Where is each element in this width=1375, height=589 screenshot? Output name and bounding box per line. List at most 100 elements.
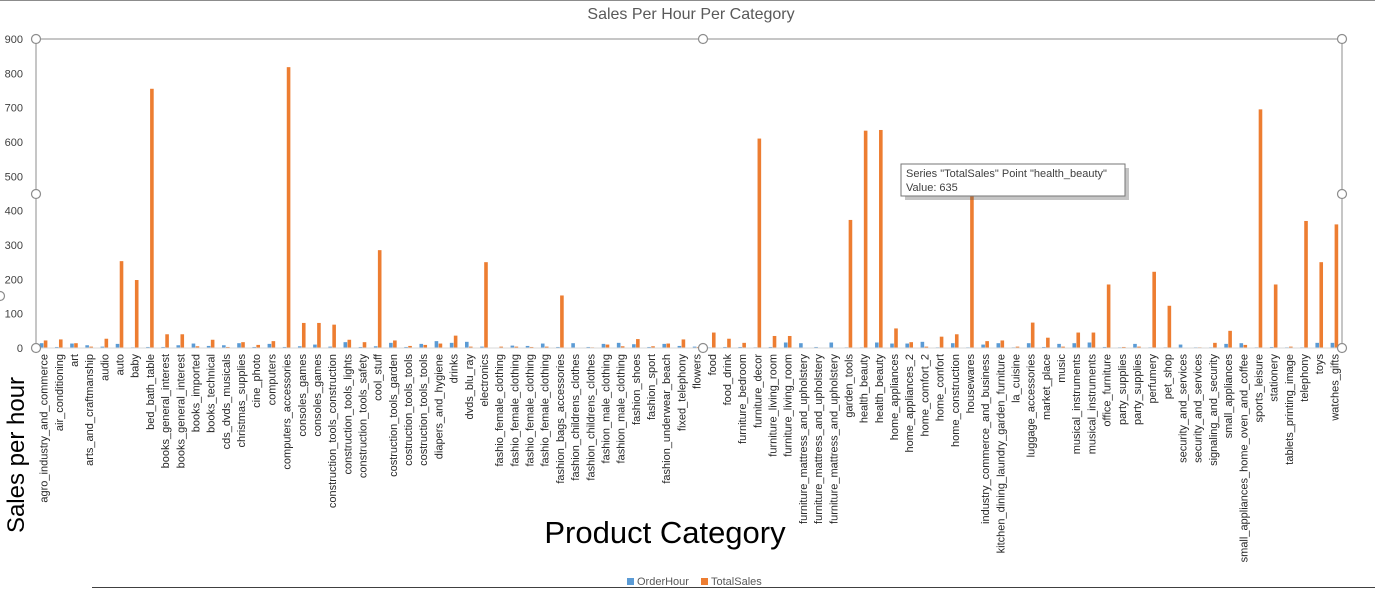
- bar-orderhour[interactable]: [768, 346, 773, 348]
- bar-orderhour[interactable]: [692, 346, 697, 348]
- bar-totalsales[interactable]: [787, 335, 792, 348]
- bar-orderhour[interactable]: [389, 342, 393, 348]
- bar-orderhour[interactable]: [829, 342, 834, 348]
- bar-totalsales[interactable]: [651, 346, 655, 348]
- bar-orderhour[interactable]: [890, 343, 894, 348]
- bar-totalsales[interactable]: [347, 339, 352, 348]
- bar-orderhour[interactable]: [738, 346, 742, 348]
- bar-orderhour[interactable]: [358, 346, 363, 348]
- bar-totalsales[interactable]: [1106, 284, 1111, 348]
- bar-totalsales[interactable]: [909, 342, 913, 348]
- bar-totalsales[interactable]: [1319, 262, 1324, 348]
- bar-totalsales[interactable]: [408, 345, 412, 348]
- bar-totalsales[interactable]: [256, 344, 260, 348]
- bar-totalsales[interactable]: [150, 88, 154, 348]
- resize-handle[interactable]: [1336, 342, 1348, 354]
- bar-orderhour[interactable]: [677, 345, 682, 348]
- bar-orderhour[interactable]: [920, 341, 925, 348]
- bar-totalsales[interactable]: [1213, 342, 1217, 348]
- bar-orderhour[interactable]: [875, 342, 879, 348]
- bar-orderhour[interactable]: [115, 343, 120, 348]
- bar-orderhour[interactable]: [814, 346, 818, 348]
- bar-totalsales[interactable]: [1152, 271, 1156, 348]
- bar-orderhour[interactable]: [313, 344, 317, 348]
- bar-orderhour[interactable]: [556, 346, 560, 348]
- bar-totalsales[interactable]: [377, 250, 382, 348]
- bar-totalsales[interactable]: [226, 346, 230, 348]
- bar-orderhour[interactable]: [510, 345, 515, 348]
- bar-orderhour[interactable]: [267, 343, 272, 348]
- bar-orderhour[interactable]: [1224, 343, 1228, 348]
- bar-totalsales[interactable]: [1015, 346, 1020, 348]
- resize-handle[interactable]: [697, 33, 709, 45]
- bar-orderhour[interactable]: [1026, 343, 1031, 348]
- bar-totalsales[interactable]: [1000, 340, 1005, 348]
- bar-orderhour[interactable]: [100, 346, 105, 348]
- bar-totalsales[interactable]: [1167, 305, 1172, 348]
- bar-totalsales[interactable]: [195, 346, 200, 348]
- bar-orderhour[interactable]: [525, 345, 530, 348]
- bar-orderhour[interactable]: [328, 346, 332, 348]
- bar-totalsales[interactable]: [499, 346, 503, 348]
- bar-orderhour[interactable]: [981, 344, 985, 348]
- bar-orderhour[interactable]: [1042, 346, 1046, 348]
- bar-totalsales[interactable]: [1076, 332, 1081, 348]
- bar-totalsales[interactable]: [1304, 220, 1308, 348]
- bar-orderhour[interactable]: [206, 345, 211, 348]
- bar-totalsales[interactable]: [1030, 322, 1035, 348]
- bar-totalsales[interactable]: [1258, 109, 1263, 348]
- bar-totalsales[interactable]: [894, 328, 898, 348]
- bar-orderhour[interactable]: [996, 343, 1001, 348]
- bar-totalsales[interactable]: [180, 334, 185, 348]
- bar-totalsales[interactable]: [423, 344, 428, 348]
- bar-totalsales[interactable]: [1289, 346, 1293, 348]
- bar-totalsales[interactable]: [636, 339, 640, 348]
- bar-totalsales[interactable]: [271, 341, 276, 348]
- bar-totalsales[interactable]: [301, 322, 306, 348]
- bar-totalsales[interactable]: [939, 336, 944, 348]
- bar-orderhour[interactable]: [1315, 342, 1320, 348]
- bar-orderhour[interactable]: [783, 342, 788, 348]
- bar-totalsales[interactable]: [469, 346, 473, 348]
- bar-orderhour[interactable]: [191, 343, 196, 348]
- bar-orderhour[interactable]: [222, 345, 226, 348]
- bar-totalsales[interactable]: [605, 344, 610, 348]
- resize-handle[interactable]: [30, 188, 42, 200]
- bar-totalsales[interactable]: [134, 280, 139, 348]
- bar-orderhour[interactable]: [632, 344, 636, 348]
- bar-orderhour[interactable]: [1087, 342, 1092, 348]
- bar-totalsales[interactable]: [317, 322, 321, 348]
- bar-orderhour[interactable]: [616, 342, 621, 348]
- bar-totalsales[interactable]: [924, 346, 929, 348]
- plot-area-handles[interactable]: [0, 33, 1348, 354]
- bar-totalsales[interactable]: [119, 261, 124, 348]
- bar-orderhour[interactable]: [1269, 346, 1274, 348]
- bar-totalsales[interactable]: [742, 342, 746, 348]
- bar-totalsales[interactable]: [666, 343, 671, 348]
- bar-orderhour[interactable]: [161, 346, 165, 348]
- bar-orderhour[interactable]: [799, 343, 803, 348]
- bar-orderhour[interactable]: [1239, 343, 1244, 348]
- bar-totalsales[interactable]: [772, 335, 777, 348]
- bar-totalsales[interactable]: [863, 130, 868, 348]
- bar-totalsales[interactable]: [1228, 330, 1232, 348]
- bar-orderhour[interactable]: [662, 343, 667, 348]
- resize-handle[interactable]: [697, 342, 709, 354]
- bar-totalsales[interactable]: [514, 346, 519, 348]
- bar-orderhour[interactable]: [723, 346, 727, 348]
- resize-handle[interactable]: [1336, 188, 1348, 200]
- bar-orderhour[interactable]: [282, 346, 287, 348]
- bar-orderhour[interactable]: [54, 346, 59, 348]
- bar-orderhour[interactable]: [465, 341, 469, 348]
- bar-totalsales[interactable]: [1273, 284, 1278, 348]
- bar-totalsales[interactable]: [848, 219, 853, 348]
- bar-totalsales[interactable]: [1091, 332, 1096, 348]
- bar-orderhour[interactable]: [647, 346, 651, 348]
- bar-orderhour[interactable]: [434, 341, 439, 348]
- bar-totalsales[interactable]: [985, 341, 989, 348]
- bar-orderhour[interactable]: [252, 346, 256, 348]
- bar-totalsales[interactable]: [165, 334, 169, 348]
- bar-totalsales[interactable]: [879, 129, 883, 348]
- bar-totalsales[interactable]: [89, 346, 93, 348]
- bar-orderhour[interactable]: [905, 343, 909, 348]
